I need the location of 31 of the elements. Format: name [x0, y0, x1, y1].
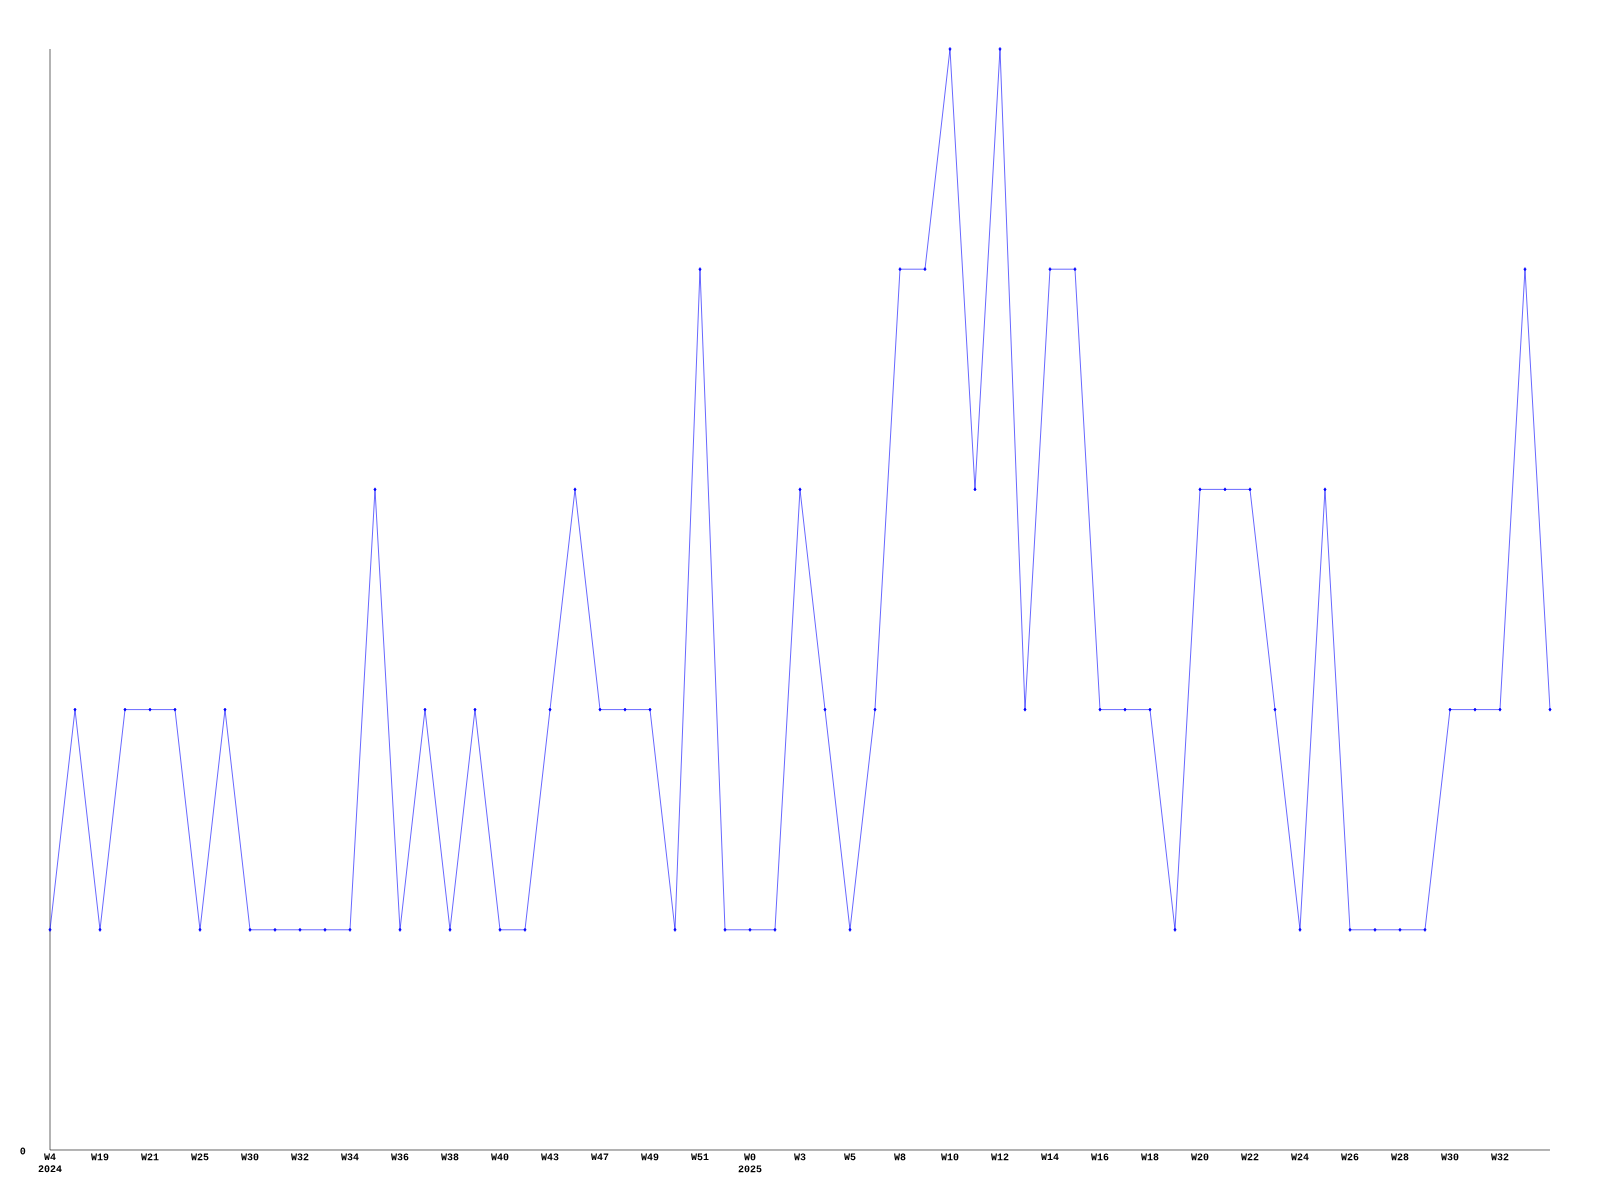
- x-tick-label: W3: [794, 1153, 806, 1161]
- text: 0: [20, 1147, 26, 1155]
- x-tick-label: W20: [1191, 1153, 1209, 1161]
- x-tick-label: W47: [591, 1153, 609, 1161]
- x-tick-label: W36: [391, 1153, 409, 1161]
- x-tick-label: W26: [1341, 1153, 1359, 1161]
- x-tick-label: W25: [191, 1153, 209, 1161]
- x-tick-label: W12: [991, 1153, 1009, 1161]
- x-tick-label: W43: [541, 1153, 559, 1161]
- x-tick-label: W49: [641, 1153, 659, 1161]
- x-tick-label: W14: [1041, 1153, 1059, 1161]
- x-tick-label: W28: [1391, 1153, 1409, 1161]
- x-tick-label: W38: [441, 1153, 459, 1161]
- x-tick-label: W22: [1241, 1153, 1259, 1161]
- x-tick-label: W18: [1141, 1153, 1159, 1161]
- x-tick-label: W30: [1441, 1153, 1459, 1161]
- x-tick-label: W21: [141, 1153, 159, 1161]
- x-tick-label: W10: [941, 1153, 959, 1161]
- x-tick-label: W16: [1091, 1153, 1109, 1161]
- x-tick-label: W30: [241, 1153, 259, 1161]
- x-tick-label: W34: [341, 1153, 359, 1161]
- x-tick-label: W4 2024: [38, 1153, 62, 1173]
- x-tick-label: W5: [844, 1153, 856, 1161]
- x-tick-label: W32: [291, 1153, 309, 1161]
- x-tick-label: W0 2025: [738, 1153, 762, 1173]
- x-tick-label: W32: [1491, 1153, 1509, 1161]
- x-tick-label: W24: [1291, 1153, 1309, 1161]
- x-tick-label: W19: [91, 1153, 109, 1161]
- x-tick-label: W51: [691, 1153, 709, 1161]
- x-tick-label: W8: [894, 1153, 906, 1161]
- x-tick-label: W40: [491, 1153, 509, 1161]
